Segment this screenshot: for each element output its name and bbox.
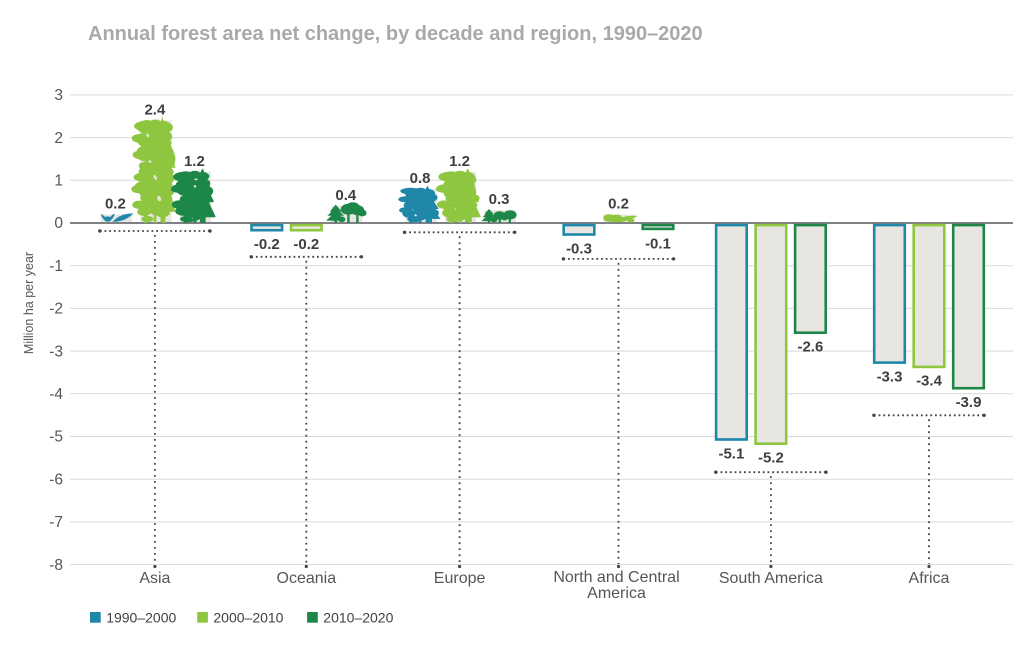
svg-text:Annual forest area net change,: Annual forest area net change, by decade… [88, 23, 703, 45]
svg-text:3: 3 [54, 87, 63, 104]
svg-text:-3.3: -3.3 [877, 368, 903, 385]
svg-text:Europe: Europe [434, 570, 486, 587]
svg-text:-3.9: -3.9 [956, 394, 982, 411]
svg-text:0: 0 [54, 215, 63, 232]
svg-text:Asia: Asia [139, 570, 170, 587]
svg-text:Oceania: Oceania [277, 570, 337, 587]
svg-text:1.2: 1.2 [449, 153, 470, 170]
svg-text:America: America [587, 585, 646, 602]
svg-text:2000–2010: 2000–2010 [213, 610, 283, 626]
svg-text:0.2: 0.2 [105, 196, 126, 213]
svg-text:1990–2000: 1990–2000 [106, 610, 176, 626]
svg-text:-3.4: -3.4 [916, 373, 943, 390]
svg-text:2.4: 2.4 [144, 102, 166, 119]
svg-text:0.4: 0.4 [335, 187, 357, 204]
svg-text:-2.6: -2.6 [797, 339, 823, 356]
svg-text:-4: -4 [49, 386, 63, 403]
svg-text:-8: -8 [49, 557, 63, 574]
svg-text:-5.1: -5.1 [718, 445, 744, 462]
svg-text:-6: -6 [49, 471, 63, 488]
svg-text:-3: -3 [49, 343, 63, 360]
svg-text:-5: -5 [49, 429, 63, 446]
svg-text:2: 2 [54, 130, 63, 147]
svg-text:North and Central: North and Central [553, 569, 679, 586]
svg-text:Million ha per year: Million ha per year [22, 252, 36, 354]
svg-text:-5.2: -5.2 [758, 450, 784, 467]
svg-text:-0.2: -0.2 [293, 236, 319, 253]
svg-text:-0.2: -0.2 [254, 236, 280, 253]
svg-text:Africa: Africa [909, 570, 950, 587]
svg-text:0.2: 0.2 [608, 196, 629, 213]
svg-text:0.3: 0.3 [489, 191, 510, 208]
svg-text:-0.3: -0.3 [566, 240, 592, 257]
svg-text:-0.1: -0.1 [645, 236, 671, 253]
svg-text:South America: South America [719, 570, 823, 587]
svg-text:-2: -2 [49, 301, 63, 318]
svg-text:-7: -7 [49, 514, 63, 531]
svg-text:1: 1 [54, 173, 63, 190]
svg-text:-1: -1 [49, 258, 63, 275]
svg-text:0.8: 0.8 [410, 170, 431, 187]
svg-text:2010–2020: 2010–2020 [323, 610, 393, 626]
svg-text:1.2: 1.2 [184, 153, 205, 170]
